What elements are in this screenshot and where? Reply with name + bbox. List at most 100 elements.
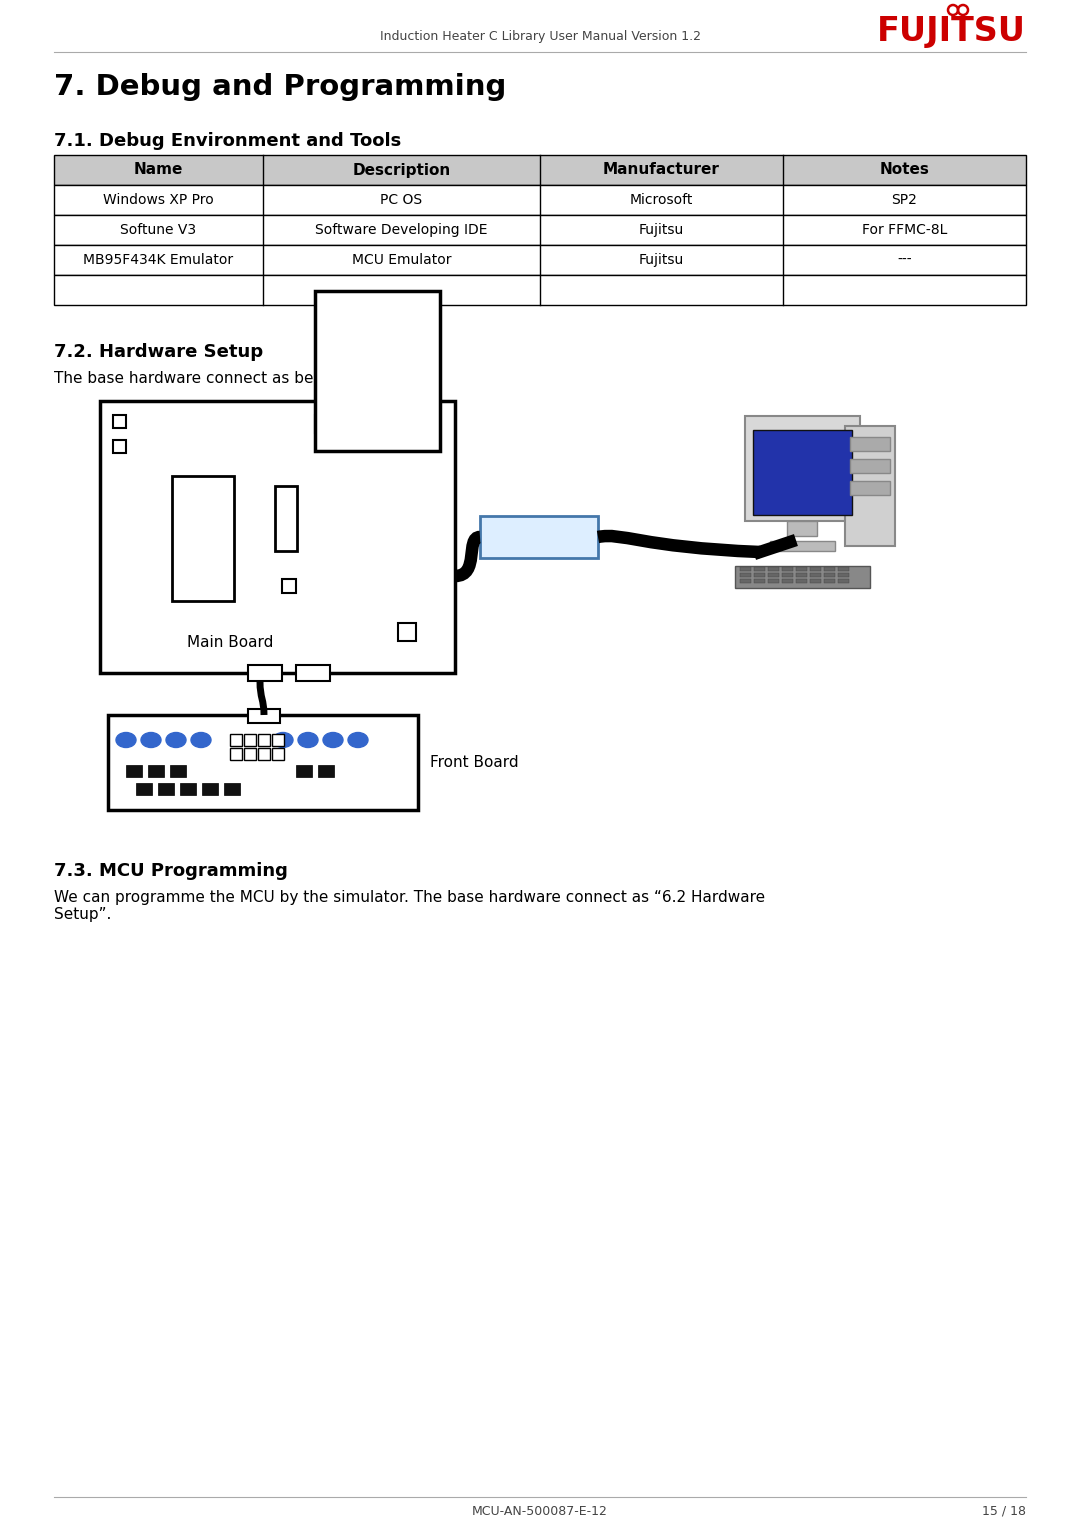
Bar [735,567,870,588]
Ellipse shape [323,733,343,748]
Bar [838,579,849,583]
Bar [113,440,126,454]
Bar [54,215,1026,244]
Bar [315,292,440,450]
Bar [282,579,296,592]
Bar [740,573,751,577]
Ellipse shape [273,733,293,748]
Bar [796,573,807,577]
Text: We can programme the MCU by the simulator. The base hardware connect as “6.2 Har: We can programme the MCU by the simulato… [54,890,765,922]
Bar [824,579,835,583]
Bar [782,567,793,571]
Bar [796,567,807,571]
Text: For FFMC-8L: For FFMC-8L [862,223,947,237]
Bar [158,783,174,796]
Bar [170,765,186,777]
Text: 7.1. Debug Environment and Tools: 7.1. Debug Environment and Tools [54,131,402,150]
Text: Front Board: Front Board [430,754,518,770]
Bar [782,573,793,577]
Bar [202,783,218,796]
Bar [770,541,835,551]
Bar [850,437,890,450]
Ellipse shape [141,733,161,748]
Bar [258,748,270,760]
Bar [136,783,152,796]
Text: Main Board: Main Board [187,635,273,651]
Bar [768,567,779,571]
Bar [296,765,312,777]
Bar [113,415,126,428]
Bar [244,734,256,747]
Text: MCU Emulator: MCU Emulator [352,253,451,267]
Bar [100,402,455,673]
Bar [824,567,835,571]
Bar [230,748,242,760]
Bar [347,415,365,434]
Text: Induction Heater C Library User Manual Version 1.2: Induction Heater C Library User Manual V… [379,31,701,43]
Bar [740,567,751,571]
Text: ---: --- [897,253,912,267]
Bar [54,185,1026,215]
Bar [272,734,284,747]
Text: Fujitsu: Fujitsu [639,223,684,237]
Text: 15 / 18: 15 / 18 [982,1506,1026,1518]
Ellipse shape [348,733,368,748]
Bar [230,734,242,747]
Ellipse shape [298,733,318,748]
Text: Description: Description [352,162,450,177]
Bar [810,567,821,571]
Text: Fujitsu: Fujitsu [639,253,684,267]
Bar [768,573,779,577]
Bar [54,275,1026,305]
Ellipse shape [191,733,211,748]
Bar [318,765,334,777]
Bar [787,521,816,536]
Text: Software Developing IDE: Software Developing IDE [315,223,488,237]
Text: SP2: SP2 [892,192,917,208]
Bar [754,579,765,583]
Bar [810,573,821,577]
Bar [782,579,793,583]
Bar [850,460,890,473]
Bar [180,783,195,796]
Text: Microsoft: Microsoft [630,192,693,208]
Bar [108,715,418,809]
Text: 7.3. MCU Programming: 7.3. MCU Programming [54,863,288,880]
Bar [224,783,240,796]
Bar [54,244,1026,275]
Bar [768,579,779,583]
Bar [258,734,270,747]
Bar [754,567,765,571]
Bar [126,765,141,777]
Bar [172,476,234,602]
Bar [272,748,284,760]
Bar [244,748,256,760]
Bar [248,664,282,681]
Text: FUJITSU: FUJITSU [877,15,1026,47]
Bar [296,664,330,681]
Bar [248,709,280,722]
Text: Notes: Notes [879,162,930,177]
Bar [824,573,835,577]
Text: MCU-AN-500087-E-12: MCU-AN-500087-E-12 [472,1506,608,1518]
Text: PC OS: PC OS [380,192,422,208]
Bar [148,765,164,777]
Text: 7.2. Hardware Setup: 7.2. Hardware Setup [54,344,264,360]
Text: The base hardware connect as below:: The base hardware connect as below: [54,371,343,386]
Bar [810,579,821,583]
Bar [753,431,852,515]
Bar [845,426,895,547]
Bar [399,623,416,641]
Bar [754,573,765,577]
Bar [315,415,333,434]
Bar [54,156,1026,185]
Bar [838,567,849,571]
Text: Windows XP Pro: Windows XP Pro [103,192,214,208]
Text: 7. Debug and Programming: 7. Debug and Programming [54,73,507,101]
Text: Softune V3: Softune V3 [121,223,197,237]
Ellipse shape [116,733,136,748]
Text: Manufacturer: Manufacturer [603,162,720,177]
Bar [480,516,598,557]
Text: Name: Name [134,162,184,177]
Bar [275,486,297,551]
